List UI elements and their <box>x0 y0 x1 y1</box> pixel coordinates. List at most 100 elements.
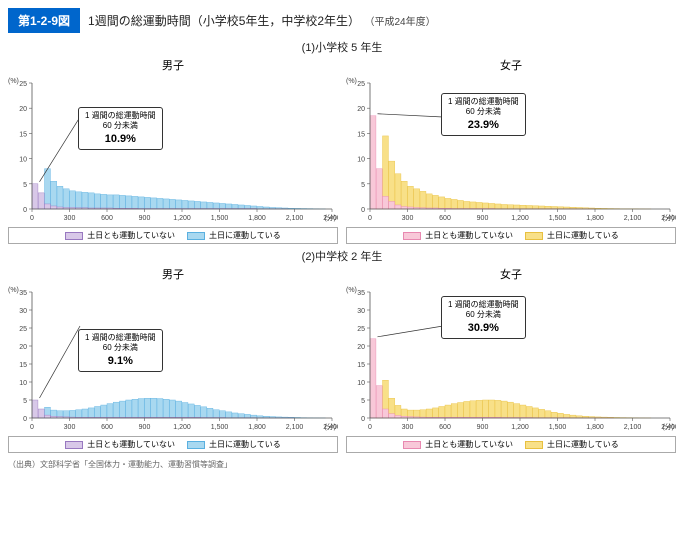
chart-jhs-female: 1 週間の総運動時間 60 分未満 30.9% 05101520253035(%… <box>346 284 676 434</box>
svg-text:15: 15 <box>19 362 27 369</box>
section-2-title: (2)中学校 2 年生 <box>8 248 676 264</box>
figure-badge: 第1-2-9図 <box>8 8 80 33</box>
svg-text:(%): (%) <box>346 287 357 294</box>
svg-text:1,800: 1,800 <box>248 215 266 222</box>
section-1-title: (1)小学校 5 年生 <box>8 39 676 55</box>
svg-text:(分): (分) <box>324 213 336 222</box>
svg-text:(%): (%) <box>346 78 357 85</box>
svg-text:25: 25 <box>357 81 365 88</box>
figure-title: 1週間の総運動時間（小学校5年生，中学校2年生） <box>88 14 360 28</box>
svg-text:1,500: 1,500 <box>211 424 229 431</box>
svg-text:1,800: 1,800 <box>586 215 604 222</box>
legend-item-a: 土日とも運動していない <box>65 230 175 241</box>
svg-text:35: 35 <box>357 290 365 297</box>
svg-text:1,800: 1,800 <box>248 424 266 431</box>
svg-text:30: 30 <box>357 308 365 315</box>
svg-text:15: 15 <box>19 131 27 138</box>
svg-text:2,100: 2,100 <box>624 424 642 431</box>
svg-text:5: 5 <box>23 182 27 189</box>
figure-title-wrap: 1週間の総運動時間（小学校5年生，中学校2年生） （平成24年度） <box>88 12 436 30</box>
svg-text:1,200: 1,200 <box>511 424 529 431</box>
svg-text:5: 5 <box>361 182 365 189</box>
legend-male: 土日とも運動していない 土日に運動している <box>8 436 338 453</box>
svg-text:0: 0 <box>30 215 34 222</box>
svg-text:20: 20 <box>19 106 27 113</box>
chart-elem-female: 1 週間の総運動時間 60 分未満 23.9% 0510152025(%)030… <box>346 75 676 225</box>
callout-pct: 30.9% <box>448 321 519 335</box>
chart-jhs-male: 1 週間の総運動時間 60 分未満 9.1% 05101520253035(%)… <box>8 284 338 434</box>
callout-line2: 60 分未満 <box>85 343 156 353</box>
svg-text:600: 600 <box>439 424 451 431</box>
svg-text:2,100: 2,100 <box>286 424 304 431</box>
callout-jhs-male: 1 週間の総運動時間 60 分未満 9.1% <box>78 329 163 372</box>
svg-text:10: 10 <box>357 157 365 164</box>
callout-line2: 60 分未満 <box>448 310 519 320</box>
legend-item-b: 土日に運動している <box>187 230 281 241</box>
callout-line2: 60 分未満 <box>448 107 519 117</box>
svg-text:15: 15 <box>357 362 365 369</box>
figure-year: （平成24年度） <box>365 17 436 28</box>
svg-text:600: 600 <box>101 215 113 222</box>
svg-text:0: 0 <box>23 416 27 423</box>
svg-text:(%): (%) <box>8 287 19 294</box>
callout-line2: 60 分未満 <box>85 121 156 131</box>
svg-text:25: 25 <box>19 81 27 88</box>
callout-jhs-female: 1 週間の総運動時間 60 分未満 30.9% <box>441 296 526 339</box>
callout-line1: 1 週間の総運動時間 <box>448 300 519 310</box>
callout-line1: 1 週間の総運動時間 <box>85 111 156 121</box>
row-elementary: 男子 1 週間の総運動時間 60 分未満 10.9% 0510152025(%)… <box>8 57 676 244</box>
callout-pct: 23.9% <box>448 118 519 132</box>
svg-text:2,100: 2,100 <box>624 215 642 222</box>
svg-text:1,200: 1,200 <box>511 215 529 222</box>
svg-text:25: 25 <box>19 326 27 333</box>
svg-text:0: 0 <box>368 215 372 222</box>
svg-text:1,500: 1,500 <box>549 215 567 222</box>
legend-item-a: 土日とも運動していない <box>65 439 175 450</box>
gender-label-female: 女子 <box>346 266 676 282</box>
svg-text:10: 10 <box>19 380 27 387</box>
svg-text:25: 25 <box>357 326 365 333</box>
panel-elem-male: 男子 1 週間の総運動時間 60 分未満 10.9% 0 5 10 15 20 25(%)… <box>8 57 338 244</box>
legend-female: 土日とも運動していない 土日に運動している <box>346 227 676 244</box>
panel-jhs-female: 女子 1 週間の総運動時間 60 分未満 30.9% 0510152025303… <box>346 266 676 453</box>
panel-elem-female: 女子 1 週間の総運動時間 60 分未満 23.9% 0510152025(%)… <box>346 57 676 244</box>
legend-item-a: 土日とも運動していない <box>403 230 513 241</box>
svg-text:30: 30 <box>19 308 27 315</box>
legend-male: 土日とも運動していない 土日に運動している <box>8 227 338 244</box>
svg-text:20: 20 <box>357 106 365 113</box>
gender-label-male: 男子 <box>8 57 338 73</box>
gender-label-male: 男子 <box>8 266 338 282</box>
svg-text:0: 0 <box>361 416 365 423</box>
svg-text:0: 0 <box>368 424 372 431</box>
callout-elem-female: 1 週間の総運動時間 60 分未満 23.9% <box>441 93 526 136</box>
svg-text:(%): (%) <box>8 78 19 85</box>
svg-text:900: 900 <box>477 424 489 431</box>
svg-text:35: 35 <box>19 290 27 297</box>
legend-item-b: 土日に運動している <box>525 230 619 241</box>
svg-text:300: 300 <box>402 215 414 222</box>
source-text: （出典）文部科学省「全国体力・運動能力、運動習慣等調査」 <box>8 459 676 470</box>
svg-text:10: 10 <box>19 157 27 164</box>
svg-text:1,200: 1,200 <box>173 424 191 431</box>
svg-text:0: 0 <box>23 207 27 214</box>
svg-text:600: 600 <box>439 215 451 222</box>
svg-text:1,800: 1,800 <box>586 424 604 431</box>
legend-item-a: 土日とも運動していない <box>403 439 513 450</box>
svg-text:(分): (分) <box>662 422 674 431</box>
svg-text:1,200: 1,200 <box>173 215 191 222</box>
svg-text:(分): (分) <box>662 213 674 222</box>
callout-elem-male: 1 週間の総運動時間 60 分未満 10.9% <box>78 107 163 150</box>
svg-text:(分): (分) <box>324 422 336 431</box>
svg-text:300: 300 <box>64 215 76 222</box>
svg-text:1,500: 1,500 <box>211 215 229 222</box>
svg-text:5: 5 <box>361 398 365 405</box>
svg-text:1,500: 1,500 <box>549 424 567 431</box>
gender-label-female: 女子 <box>346 57 676 73</box>
panel-jhs-male: 男子 1 週間の総運動時間 60 分未満 9.1% 05101520253035… <box>8 266 338 453</box>
legend-item-b: 土日に運動している <box>525 439 619 450</box>
svg-text:600: 600 <box>101 424 113 431</box>
legend-female: 土日とも運動していない 土日に運動している <box>346 436 676 453</box>
legend-item-b: 土日に運動している <box>187 439 281 450</box>
svg-text:300: 300 <box>64 424 76 431</box>
svg-text:0: 0 <box>361 207 365 214</box>
